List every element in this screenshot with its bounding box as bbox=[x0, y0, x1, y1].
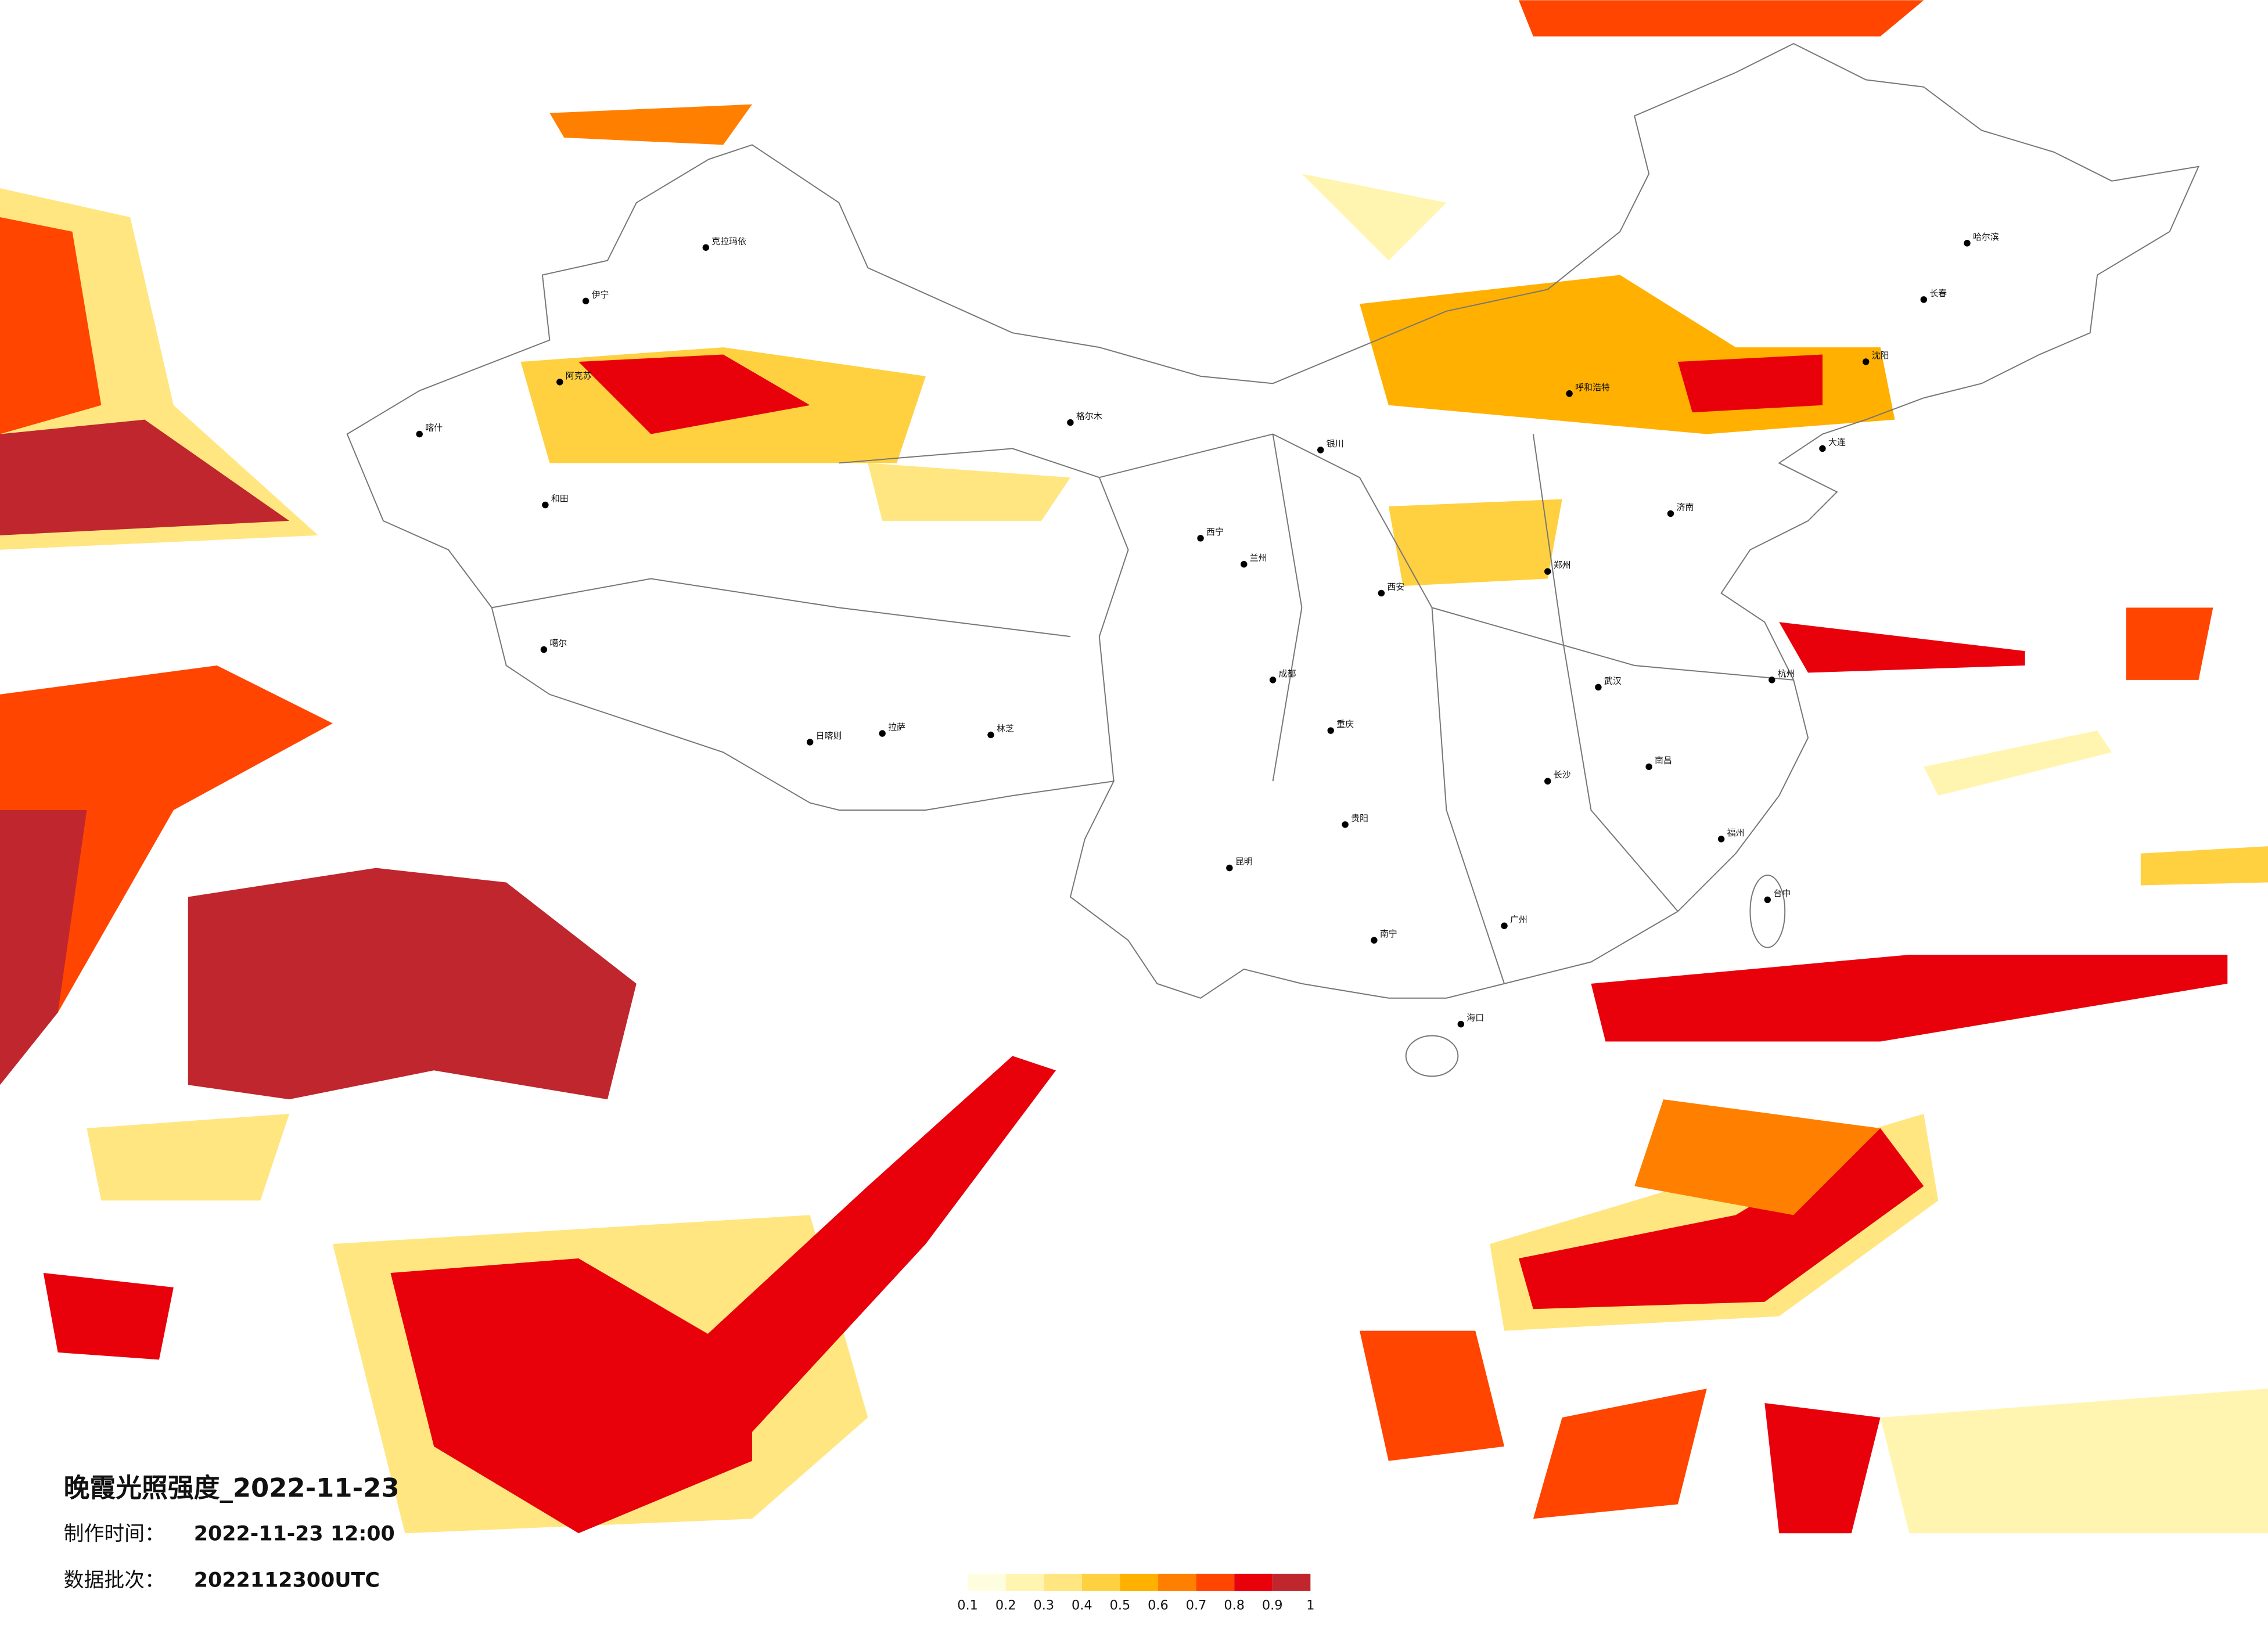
city-label: 成都 bbox=[1279, 668, 1296, 679]
city-dot bbox=[1964, 240, 1971, 247]
legend-swatch bbox=[1005, 1573, 1044, 1591]
borders bbox=[346, 42, 2200, 1077]
city-dot bbox=[1317, 447, 1324, 454]
legend-swatch bbox=[968, 1573, 1006, 1591]
legend-swatch bbox=[1234, 1573, 1273, 1591]
city-dot bbox=[1327, 727, 1334, 734]
city-label: 克拉玛依 bbox=[711, 236, 746, 246]
city-label: 武汉 bbox=[1604, 675, 1622, 686]
city-dot bbox=[1595, 684, 1602, 691]
city-dot bbox=[556, 379, 563, 386]
legend-tick-label: 0.4 bbox=[1072, 1598, 1092, 1613]
city-dot bbox=[879, 730, 886, 737]
intensity-field bbox=[0, 0, 2268, 1534]
city-label: 台中 bbox=[1773, 888, 1791, 898]
city-dot bbox=[1197, 535, 1204, 542]
city-label: 南昌 bbox=[1655, 755, 1672, 765]
city-label: 哈尔滨 bbox=[1973, 232, 1999, 242]
city-dot bbox=[1342, 821, 1349, 828]
city-dot bbox=[1544, 778, 1551, 785]
legend-tick-label: 0.3 bbox=[1033, 1598, 1054, 1613]
legend-tick-label: 0.7 bbox=[1186, 1598, 1207, 1613]
legend: 0.1 0.2 0.3 0.4 0.5 0.6 0.7 0.8 0.9 1 bbox=[957, 1573, 1314, 1613]
city-dot bbox=[1378, 589, 1385, 597]
city-dot bbox=[806, 739, 814, 746]
city-dot bbox=[1764, 896, 1771, 904]
legend-swatch bbox=[1272, 1573, 1311, 1591]
legend-tick-label: 0.5 bbox=[1110, 1598, 1131, 1613]
city-dot bbox=[1457, 1020, 1465, 1028]
city-dot bbox=[1566, 390, 1573, 397]
city-dot bbox=[1717, 836, 1725, 843]
city-dot bbox=[540, 646, 548, 653]
city-label: 杭州 bbox=[1778, 668, 1795, 679]
city-label: 海口 bbox=[1467, 1013, 1484, 1023]
city-dot bbox=[542, 501, 549, 509]
legend-swatch bbox=[1120, 1573, 1159, 1591]
city-dot bbox=[416, 430, 423, 438]
city-label: 阿克苏 bbox=[566, 370, 592, 381]
city-label: 大连 bbox=[1828, 437, 1846, 447]
made-label: 制作时间： bbox=[64, 1523, 165, 1546]
city-dot bbox=[1544, 568, 1551, 575]
city-dot bbox=[1862, 358, 1870, 365]
city-label: 日喀则 bbox=[816, 731, 842, 741]
made-time: 2022-11-23 12:00 bbox=[194, 1523, 395, 1546]
city-dot bbox=[1769, 677, 1775, 684]
legend-tick-label: 1 bbox=[1306, 1598, 1314, 1613]
city-label: 西安 bbox=[1387, 581, 1404, 592]
city-label: 广州 bbox=[1510, 914, 1527, 924]
city-dot bbox=[1501, 922, 1508, 929]
city-label: 和田 bbox=[551, 494, 569, 504]
map-title: 晚霞光照强度_2022-11-23 bbox=[64, 1473, 400, 1503]
city-label: 沈阳 bbox=[1872, 350, 1889, 361]
city-label: 银川 bbox=[1327, 438, 1344, 449]
city-dot bbox=[1920, 296, 1928, 303]
city-label: 兰州 bbox=[1250, 553, 1267, 563]
city-dot bbox=[1371, 937, 1378, 944]
city-label: 郑州 bbox=[1554, 560, 1571, 570]
city-label: 噶尔 bbox=[549, 638, 567, 649]
city-label: 福州 bbox=[1727, 828, 1745, 838]
city-label: 昆明 bbox=[1235, 857, 1253, 867]
city-dot bbox=[987, 731, 994, 739]
city-label: 喀什 bbox=[425, 423, 443, 433]
city-label: 重庆 bbox=[1336, 719, 1354, 729]
city-label: 长沙 bbox=[1554, 769, 1571, 780]
batch: 2022112300UTC bbox=[194, 1569, 380, 1592]
legend-tick-label: 0.2 bbox=[995, 1598, 1016, 1613]
city-label: 格尔木 bbox=[1076, 411, 1102, 422]
city-dot bbox=[702, 244, 710, 251]
city-dot bbox=[1819, 445, 1826, 452]
city-dot bbox=[1645, 763, 1652, 771]
legend-tick-label: 0.8 bbox=[1224, 1598, 1245, 1613]
city-label: 林芝 bbox=[997, 724, 1014, 734]
legend-swatch bbox=[1158, 1573, 1196, 1591]
city-label: 南宁 bbox=[1380, 929, 1397, 939]
city-label: 拉萨 bbox=[888, 722, 905, 732]
legend-tick-label: 0.6 bbox=[1148, 1598, 1169, 1613]
city-label: 济南 bbox=[1676, 502, 1694, 513]
city-dot bbox=[1269, 677, 1277, 684]
city-label: 呼和浩特 bbox=[1575, 382, 1610, 393]
city-label: 贵阳 bbox=[1351, 813, 1368, 823]
city-dot bbox=[1667, 510, 1674, 517]
legend-swatch bbox=[1196, 1573, 1235, 1591]
legend-swatch bbox=[1081, 1573, 1120, 1591]
city-label: 长春 bbox=[1929, 288, 1947, 298]
legend-swatch bbox=[1044, 1573, 1082, 1591]
legend-tick-label: 0.1 bbox=[957, 1598, 978, 1613]
city-dot bbox=[1226, 864, 1233, 872]
city-label: 西宁 bbox=[1206, 527, 1224, 537]
city-label: 伊宁 bbox=[592, 289, 609, 300]
legend-tick-label: 0.9 bbox=[1262, 1598, 1283, 1613]
batch-label: 数据批次： bbox=[64, 1569, 165, 1592]
city-dot bbox=[1067, 419, 1074, 426]
city-dot bbox=[1241, 560, 1248, 568]
city-dot bbox=[582, 297, 590, 305]
